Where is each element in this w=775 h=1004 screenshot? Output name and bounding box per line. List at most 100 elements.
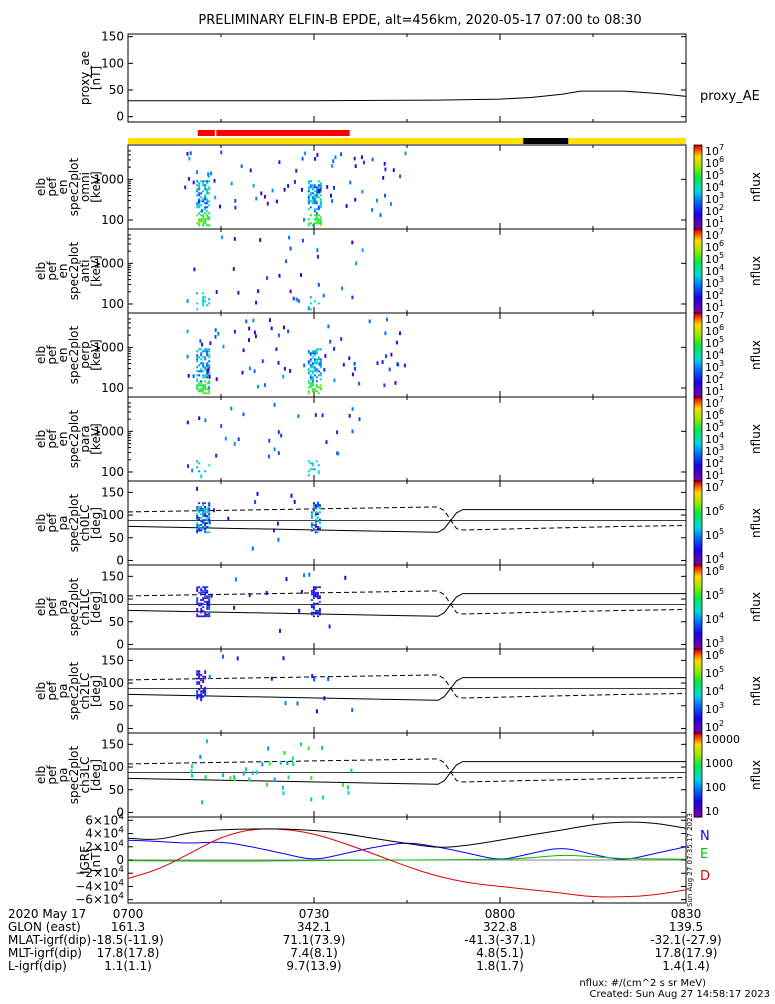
spec-pixel [313, 300, 316, 303]
spec-pixel [198, 186, 201, 189]
spec-pixel [206, 206, 209, 209]
spec-pixel [208, 224, 211, 227]
pa-pixel [292, 762, 295, 766]
colorbar-cell-pa-ch1 [694, 619, 702, 623]
spec-pixel [311, 380, 314, 383]
colorbar-cell-pa-ch0 [694, 510, 702, 514]
pa-pixel [277, 537, 280, 542]
colorbar-cell-pa-ch3 [694, 766, 702, 770]
spec-pixel [309, 354, 312, 357]
pa-pixel [196, 486, 199, 491]
spec-pixel [208, 298, 211, 301]
colorbar-cell-spec-para [694, 464, 702, 467]
colorbar-cell-pa-ch3 [694, 760, 702, 763]
ylabel-pa-ch2-5: [deg] [89, 675, 103, 707]
spec-pixel [317, 196, 320, 199]
colorbar-cell-spec-perp [694, 361, 702, 364]
colorbar-cell-spec-anti [694, 310, 702, 314]
pa-pixel [312, 593, 315, 596]
pa-pixel [204, 775, 207, 780]
pa-pixel [196, 522, 199, 525]
pa-pixel [347, 790, 350, 795]
spec-pixel [315, 352, 318, 355]
pa-pixel [206, 595, 209, 598]
spec-pixel [200, 218, 203, 221]
spec-pixel [313, 350, 316, 353]
spec-pixel [309, 180, 312, 183]
spec-pixel [198, 470, 201, 473]
spec-pixel [202, 388, 205, 391]
colorbar-cell-spec-anti [694, 271, 702, 274]
ytick-label-pa-ch0-0: 150 [101, 485, 124, 499]
pa-pixel [205, 739, 208, 744]
colorbar-cell-spec-omni [694, 220, 702, 224]
colorbar-label-pa-ch0: nflux [749, 508, 763, 538]
colorbar-cell-spec-para [694, 457, 702, 461]
pa-pixel [318, 595, 321, 598]
pa-pixel [198, 602, 201, 605]
spec-pixel [303, 363, 306, 368]
pa-pixel [204, 692, 207, 694]
colorbar-cell-pa-ch3 [694, 814, 702, 818]
pa-pixel [206, 515, 209, 517]
ytick-label-proxy_ae-0: 150 [101, 30, 124, 44]
pa-pixel [316, 610, 319, 612]
colorbar-cell-pa-ch3 [694, 775, 702, 778]
colorbar-cell-pa-ch0 [694, 548, 702, 551]
pa-pixel [196, 683, 199, 685]
spec-pixel [313, 198, 316, 201]
colorbar-cell-pa-ch3 [694, 770, 702, 774]
colorbar-cell-pa-ch0 [694, 485, 702, 488]
ylabel-pa-ch1-4: ch1LC [78, 589, 92, 626]
spec-pixel [353, 361, 356, 366]
panel-frame-pa-ch2 [127, 648, 687, 734]
pa-pixel [204, 518, 207, 521]
spec-pixel [204, 392, 207, 395]
spec-pixel [317, 392, 320, 395]
spec-pixel [206, 374, 209, 377]
colorbar-cell-pa-ch1 [694, 644, 702, 648]
pa-pixel [196, 509, 199, 512]
igrf-side-text: Sun Aug 27 07:35:17 2023 [686, 813, 694, 907]
spec-pixel [319, 372, 322, 375]
spec-pixel [198, 364, 201, 367]
ylabel-pa-ch3-3: spec2plot [67, 745, 81, 804]
colorbar-cell-pa-ch2 [694, 712, 702, 715]
pa-pixel [198, 683, 201, 685]
pa-pixel [206, 586, 209, 589]
colorbar-cell-spec-omni [694, 191, 702, 194]
spec-pixel [316, 153, 319, 157]
pa-pixel [200, 527, 203, 530]
colorbar-cell-spec-para [694, 428, 702, 432]
pa-pixel [208, 608, 211, 610]
colorbar-cell-pa-ch0 [694, 514, 702, 518]
spec-pixel [315, 384, 318, 387]
spec-pixel [198, 192, 201, 195]
pa-pixel [200, 524, 203, 526]
spec-pixel [208, 390, 211, 393]
ytick-label-igrf-2: 2×104 [85, 839, 124, 854]
pa-pixel [202, 526, 205, 528]
spec-pixel [248, 326, 251, 331]
footer-time-1: 0730 [299, 907, 330, 921]
pa-pixel [261, 762, 264, 767]
spec-pixel [249, 168, 252, 173]
spec-pixel [313, 210, 316, 213]
pa-pixel [198, 506, 201, 508]
spec-pixel [315, 220, 318, 223]
colorbar-tick-label-pa-ch3-0: 10000 [705, 733, 740, 746]
spec-pixel [196, 180, 199, 183]
colorbar-cell-spec-perp [694, 380, 702, 383]
spec-pixel [315, 202, 318, 205]
colorbar-tick-label-spec-omni-3: 104 [705, 179, 724, 194]
spec-pixel [360, 155, 363, 160]
colorbar-cell-pa-ch3 [694, 806, 702, 810]
spec-pixel [307, 188, 310, 191]
spec-pixel [307, 392, 310, 395]
pa-pixel [202, 597, 205, 599]
spec-pixel [202, 222, 205, 225]
spec-pixel [198, 348, 201, 351]
panel-frame-spec-anti [127, 228, 687, 314]
spec-pixel [309, 214, 312, 217]
spec-pixel [198, 212, 201, 215]
